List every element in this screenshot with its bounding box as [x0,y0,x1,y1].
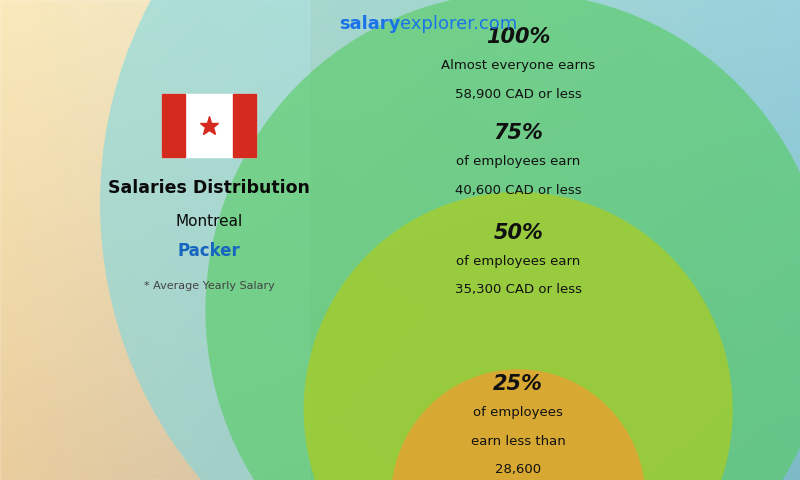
Text: 50%: 50% [494,223,543,242]
Text: * Average Yearly Salary: * Average Yearly Salary [144,281,274,291]
Text: 40,600 CAD or less: 40,600 CAD or less [455,184,582,197]
Text: 25%: 25% [494,374,543,394]
Bar [162,94,186,157]
Text: Packer: Packer [178,242,241,260]
Text: 100%: 100% [486,27,550,47]
Circle shape [206,0,800,480]
Text: explorer.com: explorer.com [400,15,518,33]
Text: salary: salary [338,15,400,33]
Text: of employees: of employees [474,406,563,419]
Text: of employees earn: of employees earn [456,255,580,268]
Text: 75%: 75% [494,123,543,143]
Circle shape [100,0,800,480]
Bar [162,94,256,157]
Text: Almost everyone earns: Almost everyone earns [441,59,595,72]
Text: 28,600: 28,600 [495,463,542,476]
Text: Montreal: Montreal [175,214,242,229]
Text: 58,900 CAD or less: 58,900 CAD or less [455,88,582,101]
Bar [233,94,256,157]
Circle shape [391,369,646,480]
Text: 35,300 CAD or less: 35,300 CAD or less [454,283,582,296]
Circle shape [304,192,733,480]
Text: earn less than: earn less than [471,435,566,448]
Text: of employees earn: of employees earn [456,155,580,168]
Text: Salaries Distribution: Salaries Distribution [108,180,310,197]
Bar [0,0,309,480]
